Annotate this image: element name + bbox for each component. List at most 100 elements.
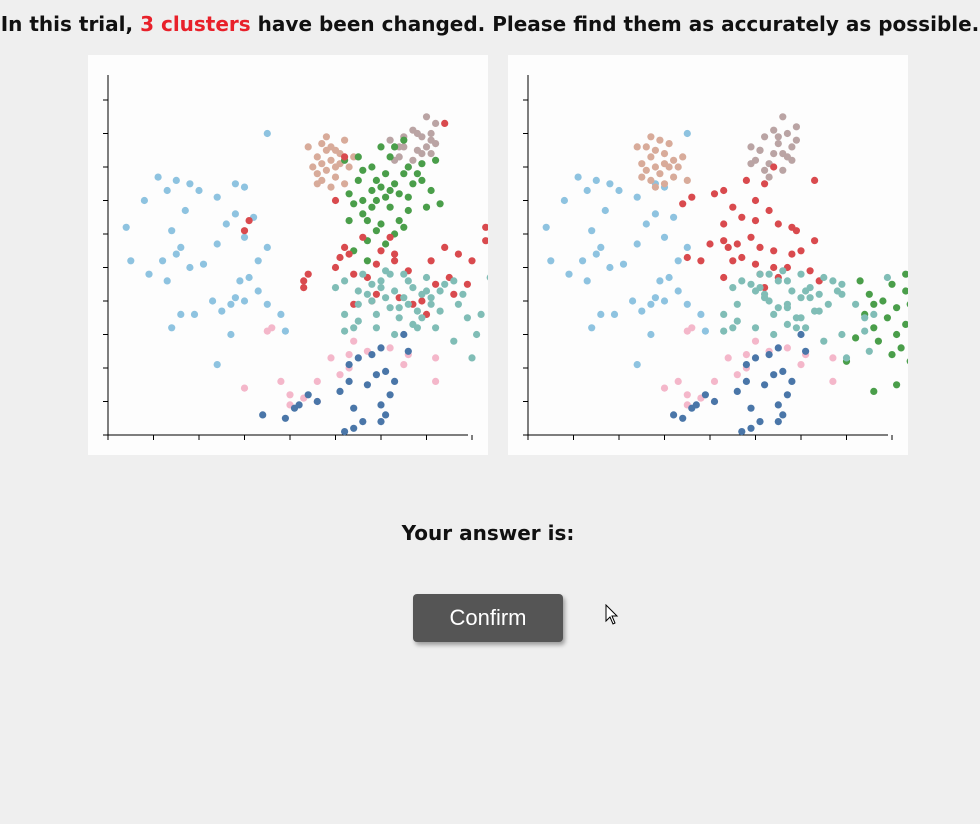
scatter-point-gray-mauve [427,150,435,158]
scatter-point-teal [404,300,412,308]
scatter-point-teal [829,277,837,285]
scatter-point-light-blue [606,263,614,272]
scatter-point-light-blue [683,129,691,138]
scatter-point-teal [797,270,805,278]
scatter-point-pink [286,391,294,399]
scatter-point-green [893,304,901,312]
scatter-point-red [345,250,353,258]
scatter-point-dark-blue [259,411,267,419]
scatter-point-light-blue [227,300,235,308]
scatter-point-red [751,260,760,268]
scatter-point-teal [432,324,440,332]
scatter-point-gray-mauve [747,143,755,151]
scatter-point-green [432,156,440,164]
scatter-point-red [418,297,426,305]
scatter-point-red [751,196,760,205]
scatter-point-teal [468,354,476,362]
scatter-point-teal [409,284,417,292]
scatter-point-light-blue [277,310,285,318]
scatter-point-gray-mauve [422,143,431,151]
scatter-point-teal [341,327,349,335]
scatter-point-tan [647,133,655,141]
scatter-point-light-blue [697,310,705,318]
scatter-point-light-blue [583,186,591,195]
scatter-point-green [377,220,385,228]
scatter-point-green [359,166,367,174]
scatter-point-light-blue [647,300,655,308]
scatter-point-red [441,243,449,251]
left-scatter-panel [88,55,488,455]
scatter-point-dark-blue [747,424,755,432]
scatter-point-teal [765,270,773,278]
scatter-point-red [441,119,449,127]
scatter-point-light-blue [163,186,171,195]
scatter-point-light-blue [660,297,669,305]
scatter-point-teal [842,354,851,362]
scatter-point-tan [647,176,655,184]
scatter-point-light-blue [213,361,221,369]
scatter-point-green [400,136,408,144]
scatter-point-red [720,220,728,228]
scatter-point-gray-mauve [409,126,417,134]
scatter-point-pink [742,351,750,359]
scatter-point-pink [327,354,335,362]
scatter-point-red [724,243,732,251]
scatter-point-green [359,210,367,218]
scatter-point-green [395,217,403,225]
scatter-point-red [765,206,773,215]
scatter-point-red [463,280,471,288]
scatter-point-light-blue [240,233,249,241]
scatter-point-pink [724,354,732,362]
scatter-point-dark-blue [738,428,746,436]
scatter-point-green [377,183,385,191]
scatter-point-green [883,314,891,322]
scatter-point-green [368,163,376,171]
scatter-point-red [432,280,440,288]
scatter-point-teal [797,314,805,322]
scatter-point-pink [688,324,696,332]
scatter-point-light-blue [674,287,682,295]
scatter-point-red [240,227,249,235]
scatter-point-dark-blue [404,347,412,355]
scatter-point-gray-mauve [422,113,431,121]
scatter-point-light-blue [660,233,669,241]
scatter-point-tan [647,153,655,161]
scatter-point-red [738,253,746,262]
scatter-point-dark-blue [336,387,344,395]
scatter-point-teal [413,307,421,315]
scatter-point-light-blue [547,257,555,265]
scatter-point-dark-blue [742,377,750,385]
scatter-point-dark-blue [761,381,769,389]
scatter-point-tan [309,163,317,171]
scatter-point-red [720,186,728,195]
scatter-point-dark-blue [679,414,687,422]
scatter-point-green [404,163,412,171]
scatter-point-dark-blue [304,391,312,399]
scatter-point-teal [852,300,860,308]
scatter-point-light-blue [597,243,605,251]
confirm-button[interactable]: Confirm [413,594,563,642]
scatter-point-light-blue [263,243,271,251]
scatter-point-light-blue [240,183,249,191]
scatter-point-gray-mauve [761,133,769,141]
instruction-heading: In this trial, 3 clusters have been chan… [0,12,980,36]
scatter-point-dark-blue [382,367,390,375]
scatter-point-tan [633,143,641,151]
scatter-point-tan [638,173,646,181]
scatter-point-teal [404,277,412,285]
scatter-point-teal [441,280,449,288]
scatter-point-teal [341,277,349,285]
scatter-point-green [902,320,908,328]
scatter-point-teal [418,314,426,322]
scatter-point-tan [304,143,312,151]
scatter-point-green [350,200,358,208]
scatter-point-teal [774,304,782,312]
scatter-point-red [372,290,380,298]
scatter-point-teal [454,300,462,308]
scatter-point-red [359,233,367,241]
scatter-point-dark-blue [670,411,678,419]
scatter-point-green [856,277,864,285]
scatter-point-gray-mauve [774,140,782,148]
scatter-point-pink [783,344,791,352]
scatter-point-teal [368,280,376,288]
